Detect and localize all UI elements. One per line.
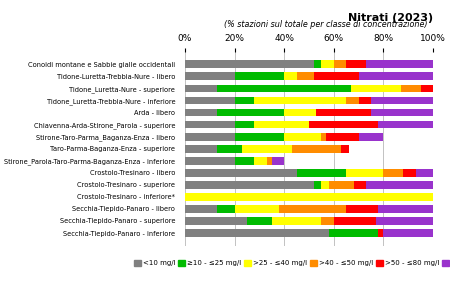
Bar	[378, 121, 433, 129]
Bar	[292, 145, 341, 153]
Bar	[359, 73, 433, 80]
Bar	[272, 157, 284, 165]
Bar	[366, 181, 433, 189]
Bar	[314, 181, 321, 189]
Bar	[247, 217, 272, 225]
Bar	[254, 96, 346, 104]
Text: Nitrati (2023): Nitrati (2023)	[348, 13, 433, 23]
Bar	[185, 169, 297, 177]
Bar	[334, 60, 346, 68]
Bar	[321, 60, 334, 68]
Bar	[279, 205, 346, 213]
Bar	[321, 181, 329, 189]
Bar	[321, 217, 334, 225]
Bar	[185, 145, 217, 153]
Bar	[185, 229, 329, 237]
Bar	[359, 133, 383, 140]
Bar	[354, 181, 366, 189]
Bar	[217, 205, 234, 213]
Bar	[316, 109, 371, 117]
Bar	[415, 169, 433, 177]
Bar	[185, 133, 234, 140]
Bar	[403, 169, 415, 177]
Bar	[383, 229, 433, 237]
Bar	[321, 133, 326, 140]
Bar	[346, 169, 383, 177]
Bar	[284, 133, 321, 140]
Bar	[297, 169, 346, 177]
Bar	[329, 181, 354, 189]
Bar	[346, 205, 378, 213]
Bar	[234, 73, 284, 80]
Bar	[185, 84, 217, 92]
Bar	[309, 121, 378, 129]
Bar	[234, 133, 284, 140]
Bar	[351, 84, 400, 92]
Bar	[272, 217, 321, 225]
Bar	[314, 73, 359, 80]
Bar	[185, 181, 314, 189]
Bar	[234, 121, 254, 129]
Bar	[254, 121, 309, 129]
Bar	[185, 96, 234, 104]
Bar	[185, 109, 217, 117]
Bar	[185, 73, 234, 80]
Bar	[341, 145, 349, 153]
Bar	[378, 229, 383, 237]
Bar	[185, 121, 234, 129]
Bar	[326, 133, 359, 140]
Bar	[185, 60, 314, 68]
Bar	[234, 96, 254, 104]
Bar	[267, 157, 272, 165]
Bar	[314, 60, 321, 68]
Bar	[346, 96, 359, 104]
Bar	[378, 205, 433, 213]
Bar	[366, 60, 433, 68]
Bar	[297, 73, 314, 80]
Bar	[242, 145, 292, 153]
Bar	[334, 217, 376, 225]
Bar	[284, 73, 297, 80]
Bar	[217, 84, 351, 92]
Bar	[254, 157, 267, 165]
Bar	[359, 96, 371, 104]
Bar	[185, 157, 234, 165]
Bar	[371, 109, 433, 117]
Bar	[185, 193, 433, 201]
Bar	[234, 157, 254, 165]
Bar	[284, 109, 316, 117]
Bar	[383, 169, 403, 177]
Text: (% stazioni sul totale per classe di concentrazione): (% stazioni sul totale per classe di con…	[225, 20, 428, 29]
Bar	[346, 60, 366, 68]
Bar	[234, 205, 279, 213]
Bar	[400, 84, 420, 92]
Legend: <10 mg/l, ≥10 - ≤25 mg/l, >25 - ≤40 mg/l, >40 - ≤50 mg/l, >50 - ≤80 mg/l, >80 mg: <10 mg/l, ≥10 - ≤25 mg/l, >25 - ≤40 mg/l…	[131, 257, 450, 269]
Bar	[371, 96, 433, 104]
Bar	[185, 205, 217, 213]
Bar	[420, 84, 433, 92]
Bar	[217, 109, 284, 117]
Bar	[376, 217, 433, 225]
Bar	[185, 217, 247, 225]
Bar	[329, 229, 378, 237]
Bar	[217, 145, 242, 153]
